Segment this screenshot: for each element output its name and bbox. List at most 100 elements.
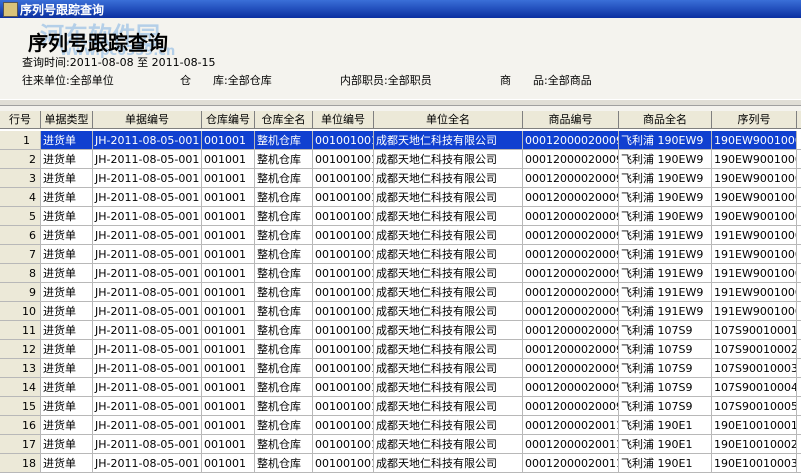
row-number[interactable]: 17 [0,435,41,454]
row-number[interactable]: 3 [0,169,41,188]
cell[interactable]: 进货单 [41,359,93,378]
cell[interactable] [797,359,801,378]
row-number[interactable]: 16 [0,416,41,435]
cell[interactable]: 001001 [202,207,255,226]
cell[interactable]: 整机仓库 [255,207,313,226]
cell[interactable]: 成都天地仁科技有限公司 [374,454,523,473]
cell[interactable]: 飞利浦 190EW9 [619,150,712,169]
cell[interactable]: JH-2011-08-05-001 [93,416,202,435]
cell[interactable] [797,207,801,226]
cell[interactable]: JH-2011-08-05-001 [93,321,202,340]
cell[interactable]: 飞利浦 107S9 [619,397,712,416]
cell[interactable]: 000120000200094 [523,245,619,264]
cell[interactable]: 成都天地仁科技有限公司 [374,283,523,302]
cell[interactable]: 001001001 [313,131,374,150]
cell[interactable]: JH-2011-08-05-001 [93,188,202,207]
cell[interactable]: 整机仓库 [255,397,313,416]
column-header[interactable]: 仓库编号 [202,111,255,129]
column-header[interactable]: 单据编号 [93,111,202,129]
cell[interactable]: 飞利浦 107S9 [619,378,712,397]
cell[interactable]: 191EW90010005 [712,302,797,321]
cell[interactable]: 001001001 [313,169,374,188]
cell[interactable]: JH-2011-08-05-001 [93,340,202,359]
cell[interactable]: JH-2011-08-05-001 [93,378,202,397]
cell[interactable]: 整机仓库 [255,150,313,169]
cell[interactable]: 000120000200090 [523,207,619,226]
cell[interactable]: 成都天地仁科技有限公司 [374,416,523,435]
cell[interactable]: 001001 [202,169,255,188]
cell[interactable]: JH-2011-08-05-001 [93,435,202,454]
cell[interactable]: 190EW90010005 [712,207,797,226]
cell[interactable]: JH-2011-08-05-001 [93,397,202,416]
cell[interactable]: 107S90010001 [712,321,797,340]
cell[interactable]: 001001 [202,264,255,283]
cell[interactable]: 进货单 [41,378,93,397]
cell[interactable]: JH-2011-08-05-001 [93,283,202,302]
cell[interactable]: 成都天地仁科技有限公司 [374,302,523,321]
cell[interactable]: 000120000200098 [523,397,619,416]
cell[interactable]: 000120000200111 [523,454,619,473]
cell[interactable]: 001001 [202,378,255,397]
cell[interactable]: 飞利浦 190EW9 [619,131,712,150]
cell[interactable]: 000120000200098 [523,378,619,397]
cell[interactable]: 成都天地仁科技有限公司 [374,321,523,340]
cell[interactable]: 190E10010003 [712,454,797,473]
row-number[interactable]: 8 [0,264,41,283]
splitter[interactable] [0,99,801,106]
cell[interactable] [797,264,801,283]
column-header[interactable]: 商品全名 [619,111,712,129]
cell[interactable] [797,226,801,245]
cell[interactable]: 整机仓库 [255,283,313,302]
cell[interactable] [797,302,801,321]
cell[interactable]: 飞利浦 107S9 [619,359,712,378]
cell[interactable]: 飞利浦 190E1 [619,435,712,454]
cell[interactable]: JH-2011-08-05-001 [93,150,202,169]
cell[interactable]: 191EW90010004 [712,283,797,302]
cell[interactable]: 001001001 [313,245,374,264]
cell[interactable]: 107S90010002 [712,340,797,359]
cell[interactable]: 飞利浦 190EW9 [619,169,712,188]
cell[interactable]: 001001 [202,340,255,359]
cell[interactable]: 000120000200094 [523,226,619,245]
row-number[interactable]: 2 [0,150,41,169]
cell[interactable]: 001001001 [313,207,374,226]
cell[interactable]: 001001 [202,416,255,435]
cell[interactable]: 001001 [202,188,255,207]
cell[interactable]: 成都天地仁科技有限公司 [374,207,523,226]
cell[interactable] [797,321,801,340]
cell[interactable]: 飞利浦 191EW9 [619,302,712,321]
cell[interactable]: 001001001 [313,340,374,359]
cell[interactable]: 190E10010002 [712,435,797,454]
cell[interactable]: 成都天地仁科技有限公司 [374,340,523,359]
cell[interactable]: JH-2011-08-05-001 [93,169,202,188]
cell[interactable]: JH-2011-08-05-001 [93,207,202,226]
cell[interactable]: 001001 [202,245,255,264]
cell[interactable] [797,245,801,264]
cell[interactable]: 001001 [202,283,255,302]
row-number[interactable]: 4 [0,188,41,207]
cell[interactable]: 001001 [202,150,255,169]
column-header[interactable]: 单位全名 [374,111,523,129]
cell[interactable]: 107S90010003 [712,359,797,378]
cell[interactable]: 成都天地仁科技有限公司 [374,169,523,188]
cell[interactable]: JH-2011-08-05-001 [93,454,202,473]
cell[interactable]: 001001 [202,435,255,454]
cell[interactable] [797,378,801,397]
cell[interactable]: 000120000200111 [523,416,619,435]
cell[interactable]: 001001 [202,359,255,378]
cell[interactable]: 000120000200090 [523,131,619,150]
cell[interactable]: 000120000200111 [523,435,619,454]
cell[interactable]: 001001 [202,454,255,473]
cell[interactable] [797,416,801,435]
cell[interactable]: 进货单 [41,131,93,150]
row-number[interactable]: 15 [0,397,41,416]
cell[interactable] [797,397,801,416]
cell[interactable]: 成都天地仁科技有限公司 [374,150,523,169]
cell[interactable]: 整机仓库 [255,378,313,397]
cell[interactable]: 001001 [202,226,255,245]
cell[interactable]: 001001 [202,397,255,416]
cell[interactable]: 进货单 [41,264,93,283]
row-number[interactable]: 5 [0,207,41,226]
cell[interactable]: 飞利浦 190EW9 [619,207,712,226]
row-number[interactable]: 10 [0,302,41,321]
